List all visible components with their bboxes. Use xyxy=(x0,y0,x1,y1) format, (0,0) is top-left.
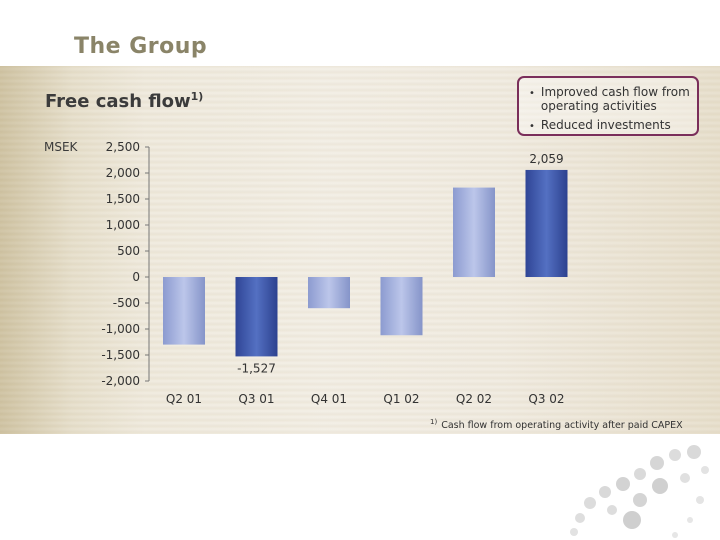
slide-title: The Group xyxy=(74,34,208,59)
x-category-label: Q2 01 xyxy=(166,392,202,406)
footnote-text: Cash flow from operating activity after … xyxy=(441,420,683,432)
data-label: -1,527 xyxy=(237,361,276,375)
bullet-text: Reduced investments xyxy=(540,118,671,132)
y-tick-label: 500 xyxy=(117,244,140,258)
bullet-dot-icon: • xyxy=(529,121,535,132)
bullet-dot-icon: • xyxy=(529,88,535,99)
bullet-item: • Improved cash flow from operating activ… xyxy=(529,85,691,113)
subtitle-text: Free cash flow xyxy=(45,91,191,112)
footnote-marker: 1) xyxy=(430,418,438,426)
footnote: 1) Cash flow from operating activity afte… xyxy=(430,418,683,431)
subtitle-footnote-marker: 1) xyxy=(190,90,204,103)
x-category-label: Q2 02 xyxy=(456,392,492,406)
bar xyxy=(235,277,278,357)
x-category-label: Q3 02 xyxy=(528,392,564,406)
bar xyxy=(308,277,350,309)
data-label: 2,059 xyxy=(529,152,563,166)
y-tick-label: 1,000 xyxy=(106,218,140,232)
y-tick-label: -1,000 xyxy=(101,322,140,336)
x-category-label: Q1 02 xyxy=(383,392,419,406)
y-tick-label: -1,500 xyxy=(101,348,140,362)
bar xyxy=(453,187,495,277)
header-band xyxy=(0,0,720,66)
bullet-item: • Reduced investments xyxy=(529,118,671,134)
bullet-text: Improved cash flow from operating activi… xyxy=(540,85,690,113)
highlights-box: • Improved cash flow from operating activ… xyxy=(517,76,699,136)
y-tick-label: 2,000 xyxy=(106,166,140,180)
x-category-label: Q3 01 xyxy=(238,392,274,406)
y-tick-label: 1,500 xyxy=(106,192,140,206)
unit-label: MSEK xyxy=(44,140,78,154)
chart-subtitle: Free cash flow1) xyxy=(45,90,203,112)
y-tick-label: 0 xyxy=(132,270,140,284)
bar xyxy=(380,277,423,336)
y-tick-label: -2,000 xyxy=(101,374,140,388)
y-tick-label: -500 xyxy=(113,296,140,310)
bar xyxy=(525,169,568,277)
x-category-label: Q4 01 xyxy=(311,392,347,406)
content-panel xyxy=(0,66,720,434)
y-tick-label: 2,500 xyxy=(106,140,140,154)
bar xyxy=(163,277,205,345)
